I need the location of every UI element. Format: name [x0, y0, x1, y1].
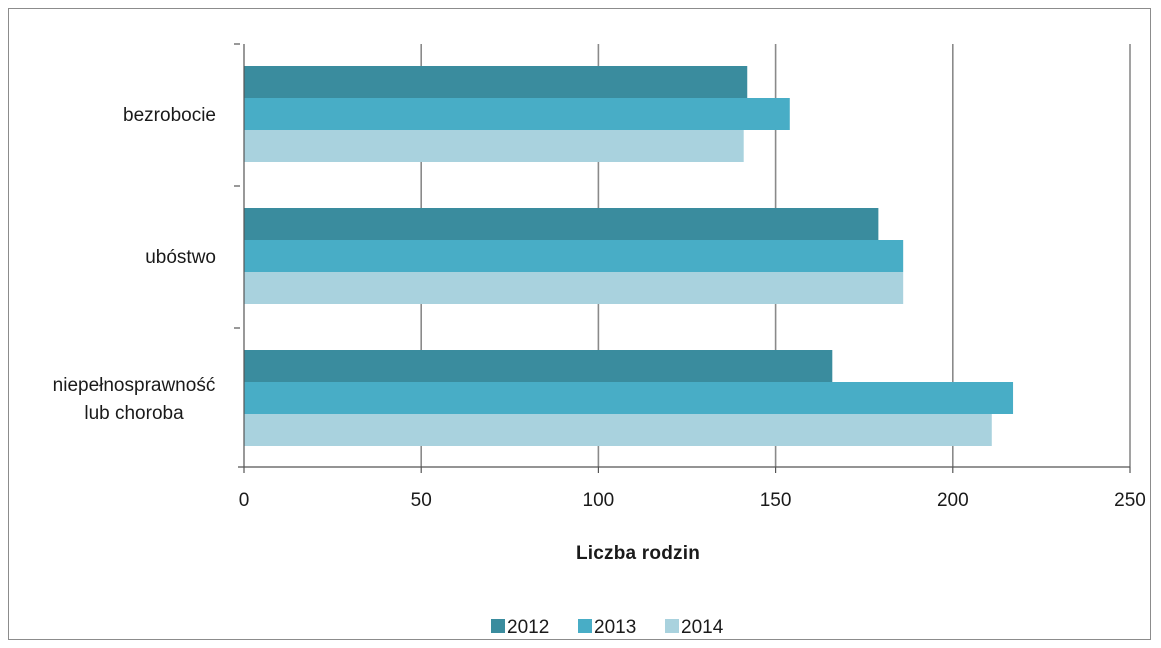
legend: 2012 2013 2014	[491, 617, 724, 638]
x-tick-label-50: 50	[411, 490, 432, 511]
axes	[234, 43, 1131, 473]
bar-2013-1	[244, 240, 904, 272]
x-tick-label-0: 0	[239, 490, 250, 511]
x-tick-labels: 0 50 100 150 200 250	[239, 490, 1146, 511]
legend-item-2012: 2012	[491, 617, 549, 638]
bar-2014-0	[244, 130, 744, 162]
x-tick-label-200: 200	[937, 490, 969, 511]
category-label-0: bezrobocie	[123, 105, 216, 126]
legend-swatch-2012	[491, 619, 505, 633]
bars	[244, 66, 1014, 446]
bar-2013-2	[244, 382, 1014, 414]
x-tick-label-150: 150	[760, 490, 792, 511]
legend-item-2013: 2013	[578, 617, 636, 638]
legend-swatch-2014	[665, 619, 679, 633]
bar-2013-0	[244, 98, 790, 130]
bar-2012-2	[244, 350, 833, 382]
category-labels: bezrobocie ubóstwo niepełnosprawność lub ch…	[53, 105, 216, 424]
legend-label-2013: 2013	[594, 617, 636, 638]
bar-2012-1	[244, 208, 879, 240]
category-label-2: niepełnosprawność lub choroba	[53, 375, 216, 424]
bar-2012-0	[244, 66, 748, 98]
bar-2014-1	[244, 272, 904, 304]
legend-label-2012: 2012	[507, 617, 549, 638]
x-axis-title: Liczba rodzin	[576, 543, 700, 564]
bar-2014-2	[244, 414, 992, 446]
x-tick-label-100: 100	[583, 490, 615, 511]
legend-item-2014: 2014	[665, 617, 724, 638]
legend-swatch-2013	[578, 619, 592, 633]
category-label-1: ubóstwo	[145, 247, 216, 268]
legend-label-2014: 2014	[681, 617, 724, 638]
x-tick-label-250: 250	[1114, 490, 1146, 511]
